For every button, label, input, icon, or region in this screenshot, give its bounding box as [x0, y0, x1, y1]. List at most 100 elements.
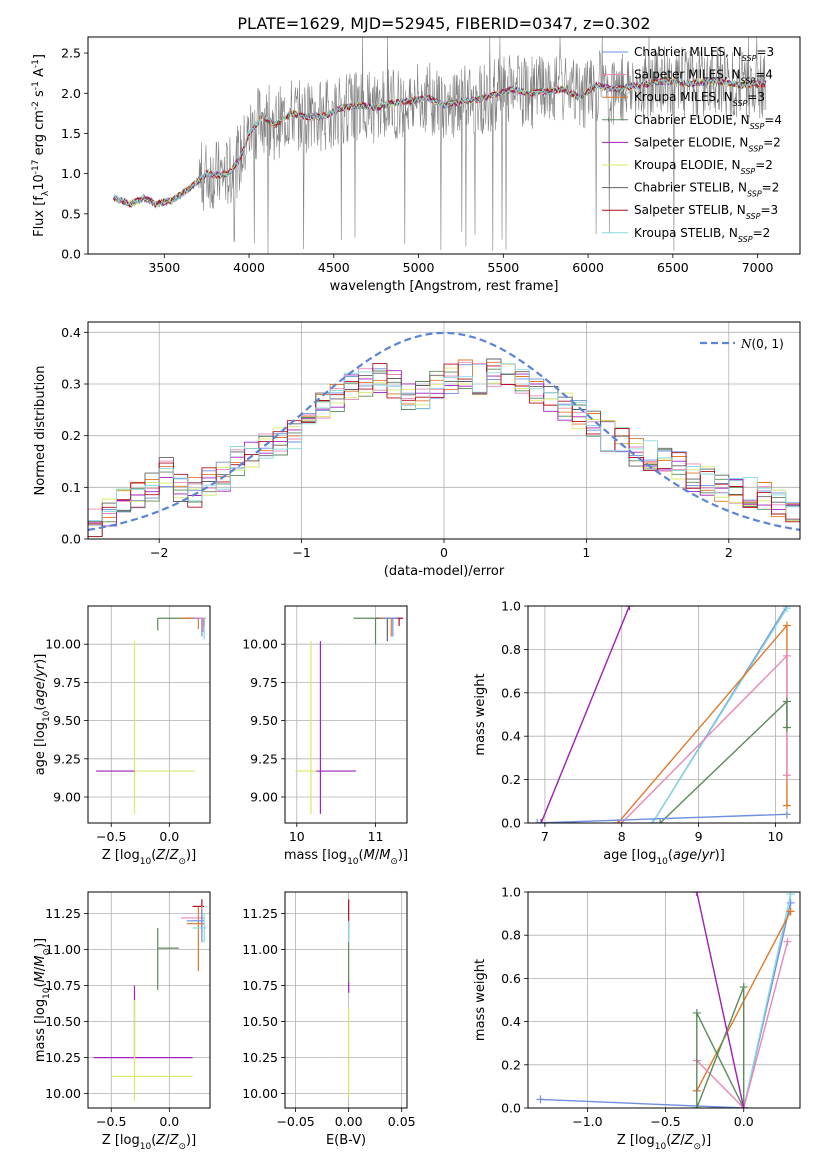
y-tick-label: 1.0: [501, 885, 521, 900]
data-point-marker: [786, 892, 795, 899]
y-tick-label: 10.00: [45, 1086, 81, 1101]
y-tick-label: 0.8: [501, 928, 521, 943]
x-tick-label: 9: [695, 829, 703, 844]
panel-spectrum: 3500 4000 4500 5000 5500 6000 6500 7000 0.0 0.5 1.…: [31, 36, 801, 294]
data-point-marker: [783, 937, 792, 946]
y-tick-label: 2.0: [61, 86, 81, 101]
data-point-marker: [537, 819, 546, 823]
y-tick-label: 10.00: [45, 637, 81, 652]
y-tick-label: 0.0: [61, 247, 81, 262]
data-point-marker: [782, 723, 791, 732]
x-tick-label: 0.05: [388, 1114, 416, 1129]
y-axis-label: Flux [fλ10-17 erg cm-2 s-1 A-1]: [31, 54, 51, 237]
x-axis-label: (data-model)/error: [384, 564, 505, 579]
plot-area: [536, 892, 795, 1108]
x-tick-label: 0.00: [335, 1114, 363, 1129]
mass-weight-line: [537, 813, 787, 823]
y-tick-label: 2.5: [61, 46, 81, 61]
y-tick-label: 0.6: [501, 685, 521, 700]
y-tick-label: 0.4: [61, 325, 81, 340]
figure-title: PLATE=1629, MJD=52945, FIBERID=0347, z=0…: [237, 14, 650, 33]
y-tick-label: 11.25: [45, 906, 81, 921]
x-tick-label: 2: [725, 545, 733, 560]
data-point-marker: [782, 621, 791, 630]
plot-area: [295, 617, 404, 814]
y-tick-label: 9.00: [53, 790, 81, 805]
data-point-marker: [692, 892, 701, 896]
x-tick-label: −0.5: [650, 1114, 680, 1129]
x-tick-label: 0.0: [159, 829, 179, 844]
y-tick-label: 0.1: [61, 480, 81, 495]
y-axis-label: age [log10(age/yr)]: [33, 654, 52, 776]
gaussian-curve: [88, 331, 800, 531]
x-tick-label: 7: [541, 829, 549, 844]
x-tick-label: 5000: [403, 260, 435, 275]
y-tick-label: 1.5: [61, 126, 81, 141]
y-tick-label: 9.50: [53, 713, 81, 728]
plot-area: [93, 899, 207, 1101]
x-tick-label: 7000: [742, 260, 774, 275]
x-tick-label: 4000: [233, 260, 265, 275]
axes-frame: [284, 605, 408, 824]
y-tick-label: 0.2: [501, 1057, 521, 1072]
data-point-marker: [786, 898, 795, 907]
y-tick-label: 11.00: [242, 942, 278, 957]
x-axis-label: mass [log10(M/M⊙)]: [284, 848, 408, 867]
y-tick-label: 10.00: [242, 637, 278, 652]
x-tick-label: 1: [582, 545, 590, 560]
mass-weight-line: [617, 623, 788, 823]
y-tick-label: 0.2: [61, 428, 81, 443]
spectrum-data-line: [113, 37, 767, 254]
x-tick-label: 3500: [148, 260, 180, 275]
mass-weight-line: [621, 654, 788, 823]
mass-weight-line: [540, 606, 631, 823]
axes-frame: [87, 605, 211, 824]
y-tick-label: 0.0: [501, 1101, 521, 1116]
histogram-step: [88, 363, 800, 522]
axes-frame: [284, 891, 408, 1109]
y-axis-label: mass weight: [473, 673, 488, 755]
panel-mass_weight_vs_Z: −1.0 −0.5 0.0 0.0 0.2 0.4 0.6 0.8 1.0 Z [log10(Z/…: [473, 885, 801, 1152]
x-tick-label: 8: [618, 829, 626, 844]
y-tick-label: 9.00: [250, 790, 278, 805]
y-tick-label: 0.8: [501, 642, 521, 657]
axes-frame: [87, 891, 211, 1109]
legend-label: Kroupa STELIB, NSSP=2: [634, 226, 770, 244]
legend-label: Chabrier STELIB, NSSP=2: [634, 181, 779, 199]
y-tick-label: 0.6: [501, 971, 521, 986]
plot-area: [96, 617, 207, 814]
y-tick-label: 11.25: [242, 906, 278, 921]
legend-label: Salpeter MILES, NSSP=4: [634, 68, 773, 86]
x-tick-label: 4500: [318, 260, 350, 275]
panel-age_vs_mass: 10 11 9.00 9.25 9.50 9.75 10.00 mass [log10(M/M…: [242, 605, 408, 867]
panel-residuals: −2 −1 0 1 2 0.0 0.1 0.2 0.3 0.4 (data-model)/error…: [33, 321, 801, 579]
x-tick-label: 5500: [487, 260, 519, 275]
x-tick-label: −0.5: [96, 829, 126, 844]
mass-weight-line: [696, 892, 745, 1108]
y-tick-label: 9.75: [53, 675, 81, 690]
y-tick-label: 0.5: [61, 206, 81, 221]
y-tick-label: 10.50: [242, 1014, 278, 1029]
y-tick-label: 10.75: [45, 978, 81, 993]
panel-mass_vs_ebv: −0.05 0.00 0.05 10.00 10.25 10.50 10.75 11.00 11…: [242, 891, 416, 1148]
x-axis-label: age [log10(age/yr)]: [603, 848, 725, 867]
axes-frame: [527, 605, 801, 824]
data-point-marker: [692, 1104, 701, 1108]
x-tick-label: 6000: [572, 260, 604, 275]
x-tick-label: 10: [289, 829, 305, 844]
data-point-marker: [648, 819, 657, 823]
data-point-marker: [782, 771, 791, 780]
x-tick-label: 0: [440, 545, 448, 560]
data-point-marker: [692, 1008, 701, 1017]
y-tick-label: 0.4: [501, 1014, 521, 1029]
y-tick-label: 0.0: [61, 532, 81, 547]
panel-age_vs_Z: −0.5 0.0 9.00 9.25 9.50 9.75 10.00 Z [log10(Z/Z…: [33, 605, 211, 867]
data-point-marker: [536, 1095, 545, 1104]
mass-weight-line: [696, 941, 789, 1108]
y-tick-label: 0.2: [501, 772, 521, 787]
x-tick-label: −0.5: [96, 1114, 126, 1129]
y-axis-label: Normed distribution: [33, 366, 48, 496]
mass-weight-line: [540, 902, 792, 1108]
mass-weight-line: [696, 986, 745, 1108]
